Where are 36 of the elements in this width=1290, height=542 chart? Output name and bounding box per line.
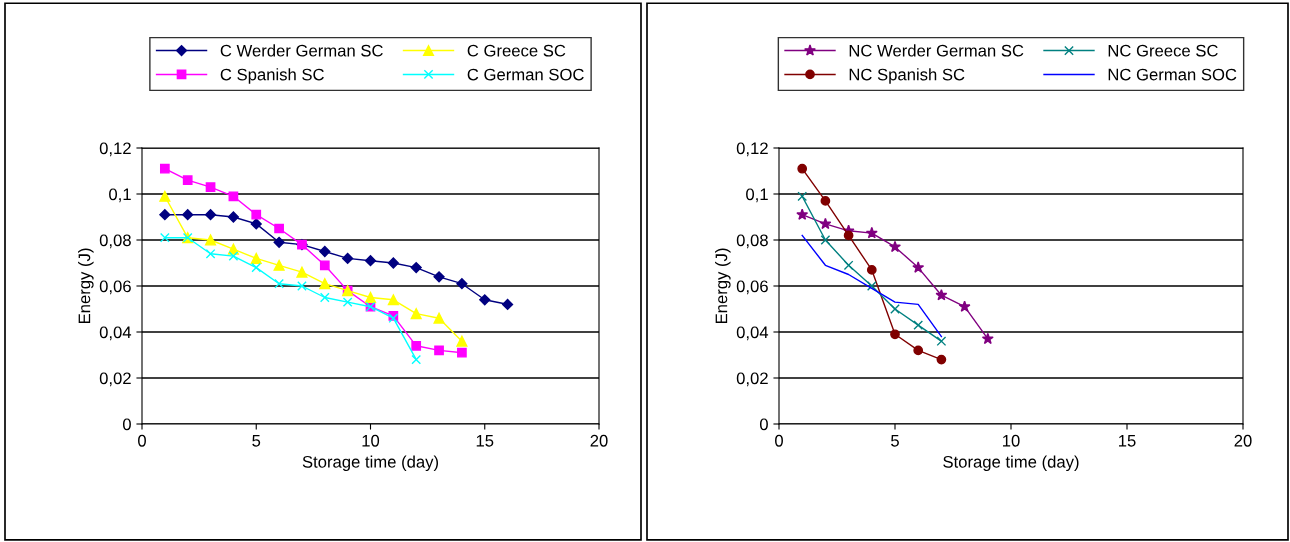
y-axis-title: Energy (J) (715, 248, 731, 324)
x-tick-label: 10 (362, 434, 380, 447)
y-axis-title: Energy (J) (78, 248, 94, 324)
legend-label: NC German SOC (1108, 68, 1237, 81)
x-tick-label: 15 (476, 435, 494, 447)
y-tick-label: 0,12 (736, 142, 768, 157)
y-tick-label: 0,04 (736, 326, 769, 341)
y-tick-label: 0,02 (99, 372, 131, 387)
y-tick-label: 0,1 (109, 188, 131, 203)
y-tick-label: 0 (122, 418, 131, 431)
y-tick-label: 0,08 (736, 234, 768, 249)
legend-label: C Spanish SC (220, 68, 324, 84)
x-tick-label: 10 (1003, 434, 1020, 447)
x-tick-label: 20 (590, 434, 608, 447)
legend-label: NC Greece SC (1108, 44, 1218, 57)
x-tick-label: 20 (1234, 434, 1252, 447)
legend-label: NC Spanish SC (849, 68, 965, 84)
y-tick-label: 0,04 (99, 326, 132, 341)
legend-label: C Greece SC (467, 44, 566, 57)
y-tick-label: 0,08 (99, 234, 131, 249)
x-axis-title: Storage time (day) (302, 455, 439, 472)
x-tick-label: 5 (252, 435, 261, 447)
legend-label: C Werder German SC (220, 44, 383, 57)
y-tick-label: 0 (759, 418, 768, 431)
y-tick-label: 0,06 (736, 280, 768, 295)
y-tick-label: 0,02 (736, 372, 768, 387)
y-tick-label: 0,12 (99, 142, 131, 157)
x-tick-label: 15 (1119, 435, 1136, 447)
legend-label: NC Werder German SC (849, 44, 1024, 57)
x-tick-label: 0 (775, 434, 783, 447)
x-tick-label: 5 (891, 435, 899, 447)
legend-label: C German SOC (467, 68, 584, 81)
x-axis-title: Storage time (day) (943, 455, 1079, 472)
y-tick-label: 0,06 (99, 280, 131, 295)
x-tick-label: 0 (138, 434, 146, 447)
y-tick-label: 0,1 (746, 188, 768, 203)
